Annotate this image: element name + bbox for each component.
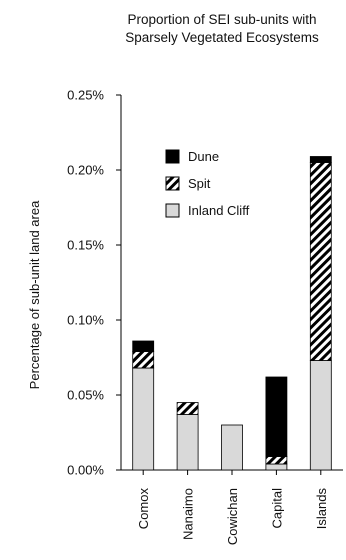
bar-segment-spit: [265, 456, 288, 465]
axes: [120, 95, 343, 471]
legend: Dune Spit Inland Cliff: [165, 149, 250, 218]
bar-segment-dune: [132, 340, 155, 352]
y-tick-label: 0.10%: [67, 313, 104, 328]
legend-swatch: [165, 149, 180, 164]
bar-segment-inland-cliff: [265, 463, 288, 471]
y-tick-label: 0.25%: [67, 88, 104, 103]
chart-title-line-2: Sparsely Vegetated Ecosystems: [125, 30, 319, 45]
legend-label: Dune: [188, 149, 219, 164]
legend-label: Inland Cliff: [188, 203, 250, 218]
bar-segment-dune: [265, 376, 288, 457]
x-tick-label: Comox: [136, 488, 151, 530]
bar-segment-inland-cliff: [221, 424, 243, 471]
x-tick-label: Cowichan: [225, 488, 240, 545]
bar-segment-spit: [309, 162, 332, 361]
y-tick-label: 0.00%: [67, 463, 104, 478]
x-tick-label: Capital: [269, 488, 284, 529]
bar-segment-dune: [309, 156, 332, 163]
chart-title-line-1: Proportion of SEI sub-units with: [127, 12, 316, 27]
bar-segment-spit: [176, 402, 199, 415]
legend-label: Spit: [188, 176, 211, 191]
y-tick-label: 0.15%: [67, 238, 104, 253]
x-tick-label: Nanaimo: [181, 488, 196, 540]
bar-segment-inland-cliff: [132, 367, 155, 471]
legend-swatch: [165, 176, 180, 191]
legend-swatch: [165, 203, 180, 218]
bar-segment-inland-cliff: [176, 414, 199, 471]
x-tick-label: Islands: [314, 488, 329, 530]
y-tick-label: 0.05%: [67, 388, 104, 403]
y-tick-label: 0.20%: [67, 163, 104, 178]
ticks: 0.00% 0.05% 0.10% 0.15% 0.20% 0.25% Comox Nanai…: [67, 88, 329, 546]
bar-segment-spit: [132, 351, 155, 369]
y-axis-label: Percentage of sub-unit land area: [27, 200, 42, 389]
bar-segment-inland-cliff: [309, 360, 332, 471]
